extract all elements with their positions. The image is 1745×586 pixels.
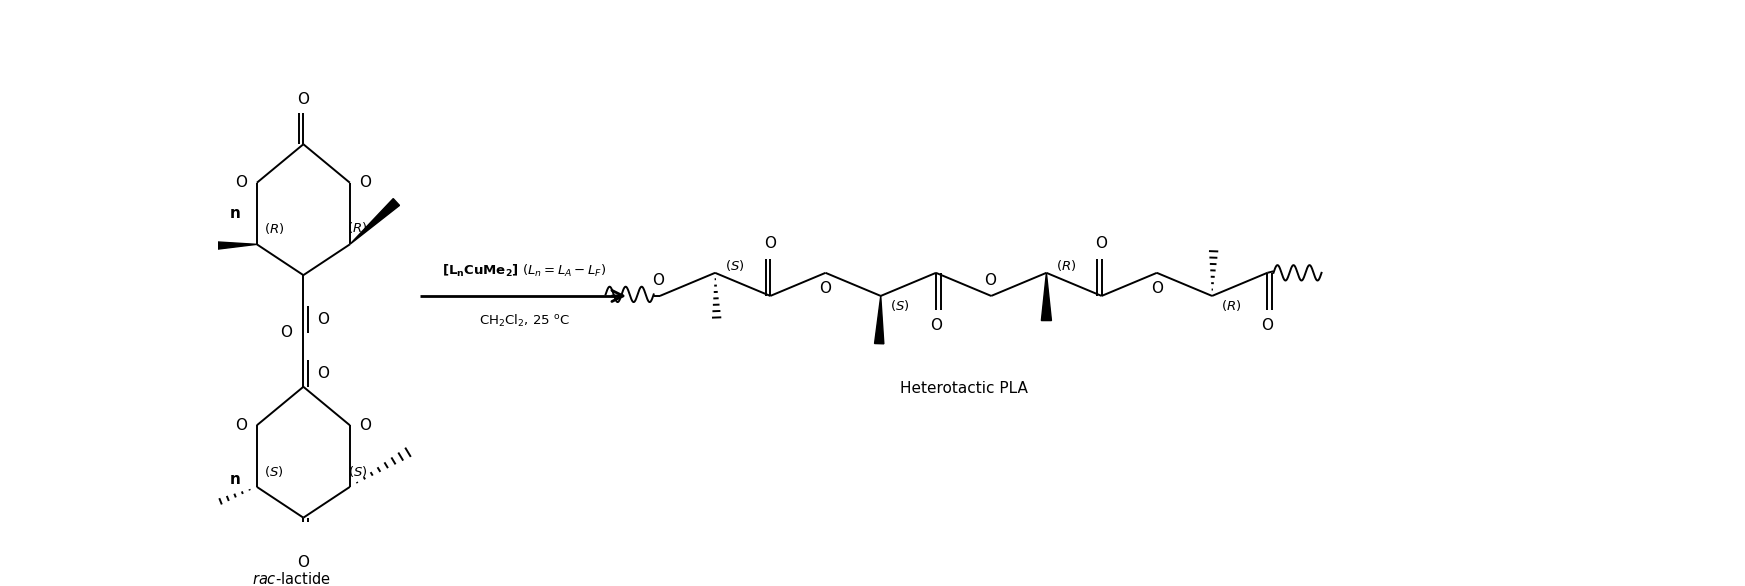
Polygon shape bbox=[874, 296, 885, 344]
Text: $(R)$: $(R)$ bbox=[1056, 258, 1077, 272]
Text: $(R)$: $(R)$ bbox=[347, 220, 368, 235]
Text: $(R)$: $(R)$ bbox=[263, 222, 284, 236]
Text: $(S)$: $(S)$ bbox=[890, 298, 909, 313]
Text: $(S)$: $(S)$ bbox=[263, 464, 284, 479]
Text: $(S)$: $(S)$ bbox=[347, 464, 368, 479]
Text: $(R)$: $(R)$ bbox=[1222, 298, 1242, 313]
Text: O: O bbox=[297, 92, 309, 107]
Text: O: O bbox=[297, 555, 309, 570]
Text: O: O bbox=[820, 281, 832, 296]
Text: O: O bbox=[318, 312, 328, 327]
Polygon shape bbox=[351, 199, 400, 244]
Text: O: O bbox=[930, 318, 942, 333]
Text: O: O bbox=[281, 325, 293, 340]
Text: O: O bbox=[764, 236, 777, 251]
Polygon shape bbox=[1042, 273, 1052, 321]
Text: $\mathrm{CH_2Cl_2}$, 25 $\mathrm{{}^oC}$: $\mathrm{CH_2Cl_2}$, 25 $\mathrm{{}^oC}$ bbox=[478, 313, 571, 329]
Text: n: n bbox=[230, 206, 241, 221]
Text: O: O bbox=[984, 273, 996, 288]
Text: $(S)$: $(S)$ bbox=[724, 258, 745, 272]
Text: O: O bbox=[653, 273, 665, 288]
Text: O: O bbox=[236, 418, 248, 433]
Text: O: O bbox=[359, 418, 372, 433]
Text: n: n bbox=[230, 472, 241, 487]
Text: O: O bbox=[359, 175, 372, 190]
Text: O: O bbox=[1096, 236, 1108, 251]
Text: Heterotactic PLA: Heterotactic PLA bbox=[900, 381, 1028, 396]
Text: O: O bbox=[318, 366, 328, 381]
Text: $\mathbf{[L_nCuMe_2]}$ $(L_n = L_A - L_F)$: $\mathbf{[L_nCuMe_2]}$ $(L_n = L_A - L_F… bbox=[441, 263, 607, 279]
Text: O: O bbox=[1152, 281, 1162, 296]
Text: O: O bbox=[236, 175, 248, 190]
Text: O: O bbox=[1262, 318, 1274, 333]
Text: $\it{rac}$-lactide: $\it{rac}$-lactide bbox=[253, 571, 332, 586]
Polygon shape bbox=[206, 241, 257, 250]
